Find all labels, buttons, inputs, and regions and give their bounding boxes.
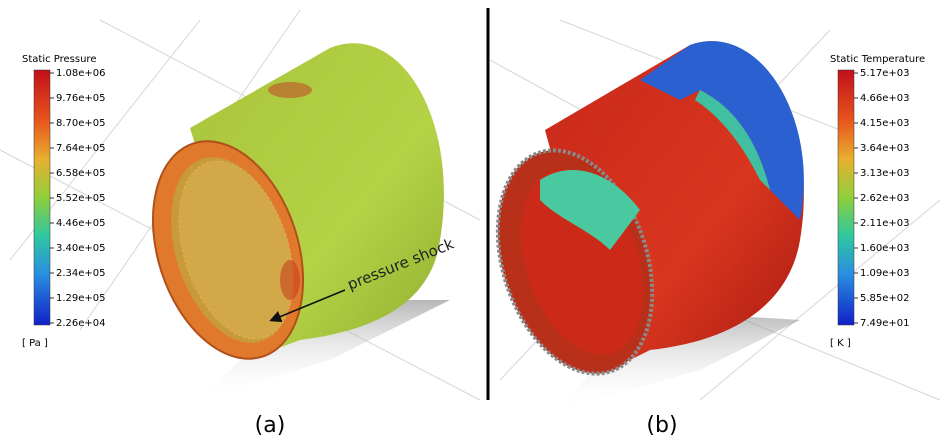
colorbar-tick-label: 7.49e+01	[860, 318, 910, 329]
caption: (b)	[646, 413, 677, 438]
colorbar-tick-label: 2.34e+05	[56, 268, 106, 279]
colorbar-unit: [ Pa ]	[22, 338, 48, 349]
colorbar-tick-label: 5.85e+02	[860, 293, 910, 304]
colorbar-title: Static Pressure	[22, 54, 96, 65]
colorbar-tick-label: 1.08e+06	[56, 68, 106, 79]
colorbar-tick-label: 4.15e+03	[860, 118, 910, 129]
colorbar-tick-label: 4.46e+05	[56, 218, 106, 229]
colorbar-tick-label: 7.64e+05	[56, 143, 106, 154]
colorbar-tick-label: 4.66e+03	[860, 93, 910, 104]
colorbar-tick-label: 1.60e+03	[860, 243, 910, 254]
colorbar-tick-label: 5.52e+05	[56, 193, 106, 204]
colorbar-tick-label: 9.76e+05	[56, 93, 106, 104]
caption: (a)	[255, 413, 286, 438]
colorbar-tick-label: 2.26e+04	[56, 318, 106, 329]
colorbar-title: Static Temperature	[830, 54, 925, 65]
pressure-cylinder	[127, 43, 450, 400]
colorbar-tick-label: 8.70e+05	[56, 118, 106, 129]
figure: pressure shock Static Pressure Static Te…	[0, 0, 944, 448]
colorbar-tick-label: 3.40e+05	[56, 243, 106, 254]
colorbar-tick-label: 6.58e+05	[56, 168, 106, 179]
colorbar-tick-label: 2.62e+03	[860, 193, 910, 204]
colorbar-tick-label: 1.09e+03	[860, 268, 910, 279]
colorbar	[34, 70, 50, 325]
colorbar-tick-label: 1.29e+05	[56, 293, 106, 304]
colorbar-tick-label: 5.17e+03	[860, 68, 910, 79]
colorbar-tick-label: 3.13e+03	[860, 168, 910, 179]
colorbar-tick-label: 3.64e+03	[860, 143, 910, 154]
colorbar	[838, 70, 854, 325]
colorbar-tick-label: 2.11e+03	[860, 218, 910, 229]
colorbar-unit: [ K ]	[830, 338, 851, 349]
